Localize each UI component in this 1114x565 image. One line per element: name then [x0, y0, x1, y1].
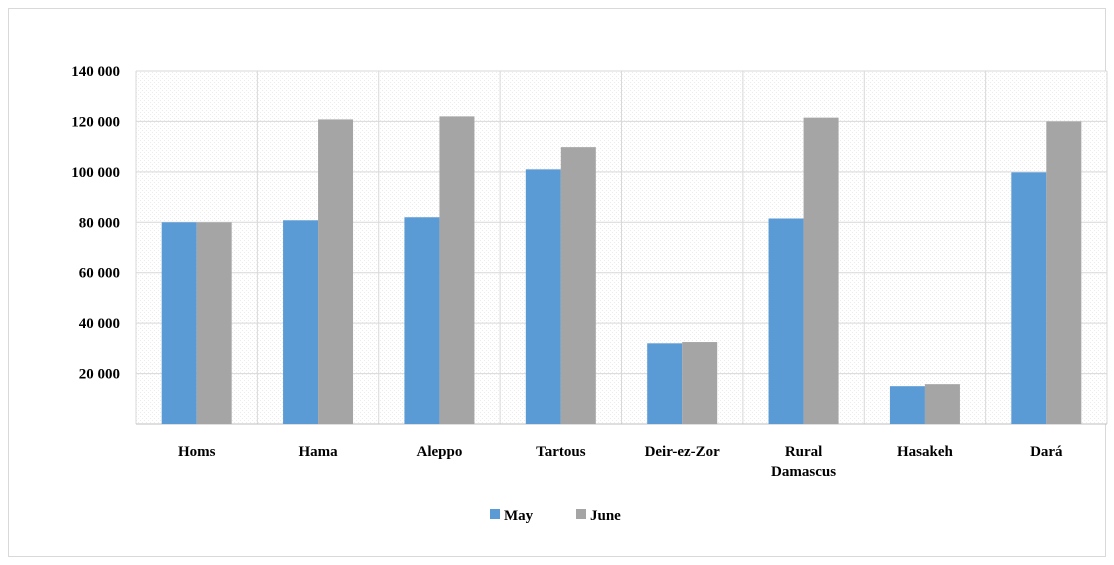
y-tick-label: 20 000: [79, 367, 120, 383]
bar-june-2: [439, 116, 475, 424]
bar-june-6: [924, 384, 960, 424]
bar-june-5: [803, 117, 839, 425]
bar-may-2: [404, 217, 440, 424]
legend-label-may: May: [504, 508, 534, 524]
y-tick-label: 40 000: [79, 316, 120, 332]
y-tick-label: 100 000: [71, 165, 120, 181]
bar-may-4: [647, 343, 683, 424]
bar-june-4: [682, 342, 718, 424]
bar-may-7: [1011, 172, 1047, 424]
legend-label-june: June: [590, 508, 621, 524]
bar-may-3: [525, 169, 561, 424]
bar-june-0: [196, 222, 232, 424]
bar-may-1: [283, 220, 319, 424]
x-tick-label: Tartous: [536, 444, 586, 460]
bar-june-3: [560, 147, 596, 424]
x-tick-label: Hasakeh: [897, 444, 954, 460]
y-tick-label: 140 000: [71, 64, 120, 80]
bar-june-7: [1046, 121, 1082, 424]
y-tick-label: 60 000: [79, 266, 120, 282]
y-tick-label: 80 000: [79, 215, 120, 231]
bar-may-5: [768, 218, 804, 424]
y-tick-label: 120 000: [71, 114, 120, 130]
x-tick-label: Homs: [178, 444, 216, 460]
x-tick-label: Dará: [1030, 444, 1063, 460]
x-tick-label: Aleppo: [417, 444, 463, 460]
x-tick-label: Rural Damascus: [771, 444, 836, 480]
x-tick-label: Deir-ez-Zor: [645, 444, 721, 460]
x-tick-label: Hama: [298, 444, 338, 460]
bar-june-1: [318, 119, 354, 424]
bar-may-6: [889, 386, 925, 424]
bar-may-0: [161, 222, 197, 424]
legend-swatch-may: [490, 509, 500, 519]
legend-swatch-june: [576, 509, 586, 519]
